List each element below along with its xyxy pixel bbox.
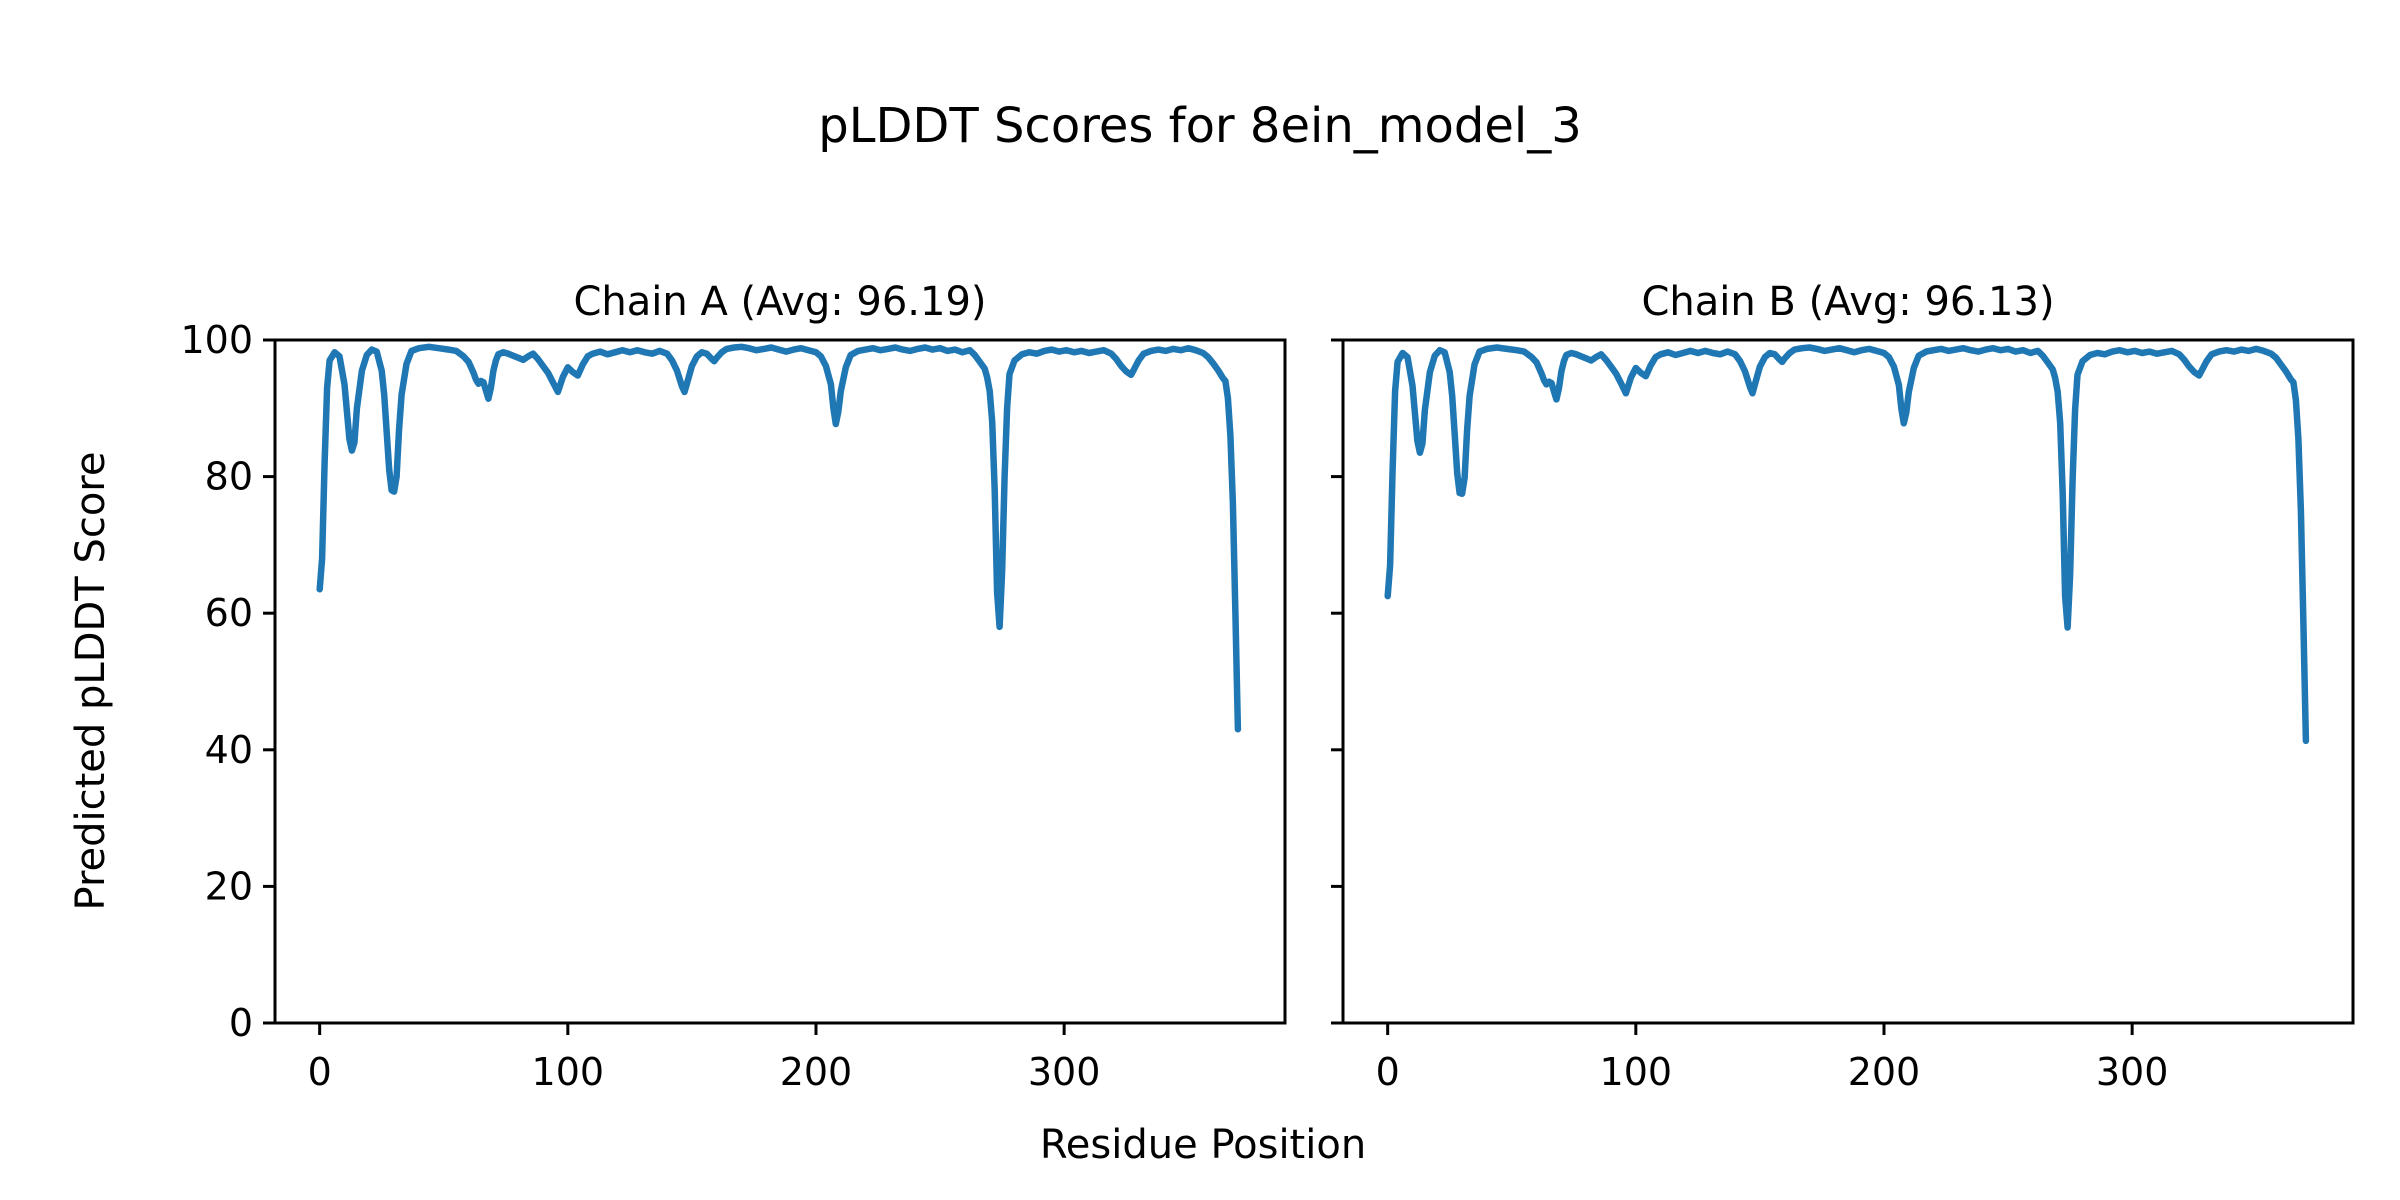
y-tick-label: 100 [180, 318, 253, 362]
y-tick-label: 20 [205, 864, 253, 908]
x-tick-label: 300 [2096, 1050, 2169, 1094]
x-tick-label: 100 [532, 1050, 605, 1094]
axes-frame-chain-b [1341, 338, 2355, 1025]
y-tick-label: 0 [229, 1001, 253, 1045]
y-axis-label: Predicted pLDDT Score [68, 452, 114, 911]
y-tick-label: 60 [205, 591, 253, 635]
subplot-title-chain-a: Chain A (Avg: 96.19) [573, 279, 986, 325]
x-tick-label: 0 [308, 1050, 332, 1094]
x-tick-label: 300 [1028, 1050, 1101, 1094]
x-tick-label: 100 [1600, 1050, 1673, 1094]
subplot-chain-a: Chain A (Avg: 96.19) 0 100 200 300 0 20 40 60 80… [180, 279, 1287, 1094]
subplot-title-chain-b: Chain B (Avg: 96.13) [1641, 279, 2054, 325]
subplot-chain-b: Chain B (Avg: 96.13) 0 100 200 300 [1331, 279, 2355, 1094]
axis-ticks-chain-a: 0 100 200 300 0 20 40 60 80 100 [180, 318, 1100, 1094]
x-tick-label: 200 [1848, 1050, 1921, 1094]
x-axis-label: Residue Position [1040, 1122, 1366, 1168]
plddt-line-chain-a [316, 343, 1242, 733]
y-tick-label: 40 [205, 728, 253, 772]
figure-title: pLDDT Scores for 8ein_model_3 [818, 98, 1582, 154]
plddt-line-chain-b [1384, 344, 2310, 745]
y-tick-label: 80 [205, 455, 253, 499]
axes-frame-chain-a [273, 338, 1287, 1025]
x-tick-label: 0 [1376, 1050, 1400, 1094]
x-tick-label: 200 [780, 1050, 853, 1094]
axis-ticks-chain-b: 0 100 200 300 [1331, 338, 2169, 1094]
